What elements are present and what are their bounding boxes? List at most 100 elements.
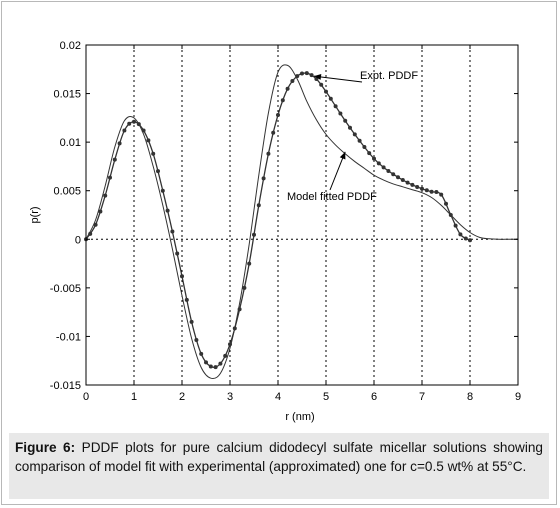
expt-marker-14-1 [223,353,228,358]
expt-marker-16-0 [237,307,242,312]
expt-marker-39-0 [458,232,463,237]
expt-marker-38-1 [453,223,458,228]
expt-marker-39-1 [463,236,468,241]
expt-marker-3-0 [112,157,117,162]
series-line-1 [85,64,518,380]
pddf-chart: 0 1 2 3 4 5 6 7 8 9 -0.015 -0.01 -0.005 0 0.005 0.01 0.0… [29,40,521,423]
expt-marker-17-1 [252,232,256,237]
expt-marker-9-1 [175,251,180,256]
expt-marker-22-0 [295,74,300,79]
expt-marker-35-1 [424,188,429,193]
expt-marker-19-1 [271,130,276,135]
annotation-label-1: Model fitted PDDF [287,191,377,203]
expt-marker-29-1 [367,151,372,156]
x-tick-label-8: 8 [467,391,473,403]
expt-marker-4-1 [127,121,132,126]
expt-marker-37-0 [439,192,444,197]
expt-marker-16-1 [242,285,247,290]
expt-marker-5-0 [132,119,136,124]
y-tick-label-0: -0.015 [50,380,81,392]
x-tick-label-5: 5 [323,391,329,403]
x-tick-label-7: 7 [419,391,425,403]
x-tick-label-3: 3 [227,391,233,403]
expt-marker-15-0 [228,342,232,347]
figure-caption: Figure 6: PDDF plots for pure calcium di… [9,433,549,499]
expt-marker-18-0 [256,203,261,208]
x-tick-label-4: 4 [275,391,281,403]
expt-marker-13-1 [213,365,218,370]
plot-area [86,45,518,385]
expt-marker-8-1 [165,208,170,213]
x-axis-label: r (nm) [285,411,314,423]
y-tick-label-1: -0.01 [56,331,81,343]
expt-marker-34-1 [415,184,420,189]
expt-marker-34-0 [410,182,415,187]
expt-marker-14-0 [218,361,223,366]
expt-marker-15-1 [232,326,237,331]
expt-marker-31-1 [386,168,391,173]
expt-marker-26-1 [338,111,343,116]
expt-marker-36-0 [429,189,434,194]
expt-marker-23-0 [304,71,309,76]
annotations: Expt. PDDF Model fitted PDDF [287,70,418,203]
expt-marker-19-0 [266,151,271,156]
expt-marker-11-0 [189,319,194,324]
expt-marker-36-1 [434,190,439,195]
expt-marker-27-0 [343,118,348,123]
expt-marker-11-1 [194,337,199,342]
caption-label: Figure 6: [15,440,76,455]
expt-marker-4-0 [122,128,127,133]
expt-marker-31-0 [381,165,386,170]
expt-marker-33-1 [405,180,410,185]
annotation-arrowhead-0 [314,73,322,80]
expt-marker-20-1 [280,98,285,103]
y-tick-label-5: 0.01 [60,137,81,149]
expt-marker-38-0 [448,213,453,217]
expt-marker-28-0 [352,132,357,137]
expt-marker-18-1 [261,176,266,181]
expt-marker-21-0 [285,86,290,91]
x-tick-label-1: 1 [131,391,137,403]
expt-marker-25-0 [324,89,328,94]
expt-marker-30-0 [372,156,376,161]
expt-marker-23-1 [309,73,314,78]
expt-markers [84,71,472,370]
plot-axes-box [85,44,519,386]
expt-marker-5-1 [136,122,141,127]
y-axis-label: p(r) [29,206,41,223]
expt-marker-24-1 [319,82,324,87]
expt-marker-2-0 [103,193,108,198]
expt-marker-12-1 [204,360,208,365]
expt-marker-28-1 [357,138,362,143]
expt-marker-7-0 [151,151,156,156]
expt-marker-27-1 [348,125,352,130]
y-tick-label-7: 0.02 [60,40,81,52]
grid-lines [86,45,518,385]
expt-marker-2-1 [108,175,112,180]
expt-marker-8-0 [160,188,165,193]
y-tick-label-6: 0.015 [53,89,81,101]
expt-marker-37-1 [444,201,448,206]
expt-marker-32-0 [391,172,396,177]
expt-marker-32-1 [396,175,400,180]
x-tick-label-6: 6 [371,391,377,403]
y-tick-label-2: -0.005 [50,283,81,295]
axis-ticks: 0 1 2 3 4 5 6 7 8 9 -0.015 -0.01 -0.005 0 0.005 0.01 0.0… [50,40,521,403]
expt-marker-22-1 [300,71,304,76]
expt-marker-9-0 [170,229,175,234]
expt-marker-30-1 [376,161,381,166]
expt-marker-20-0 [276,112,280,117]
x-tick-label-0: 0 [83,391,89,403]
expt-marker-6-1 [146,138,151,143]
annotation-arrow-0 [313,75,363,83]
annotation-label-0: Expt. PDDF [360,70,418,82]
expt-marker-10-1 [184,297,189,302]
expt-marker-29-0 [362,145,367,149]
x-tick-label-9: 9 [515,391,521,403]
expt-marker-33-0 [400,178,405,183]
expt-marker-13-0 [208,364,213,369]
expt-marker-7-1 [156,169,160,174]
expt-marker-12-0 [199,351,204,356]
expt-marker-21-1 [290,78,295,83]
caption-text: PDDF plots for pure calcium didodecyl su… [15,440,543,474]
